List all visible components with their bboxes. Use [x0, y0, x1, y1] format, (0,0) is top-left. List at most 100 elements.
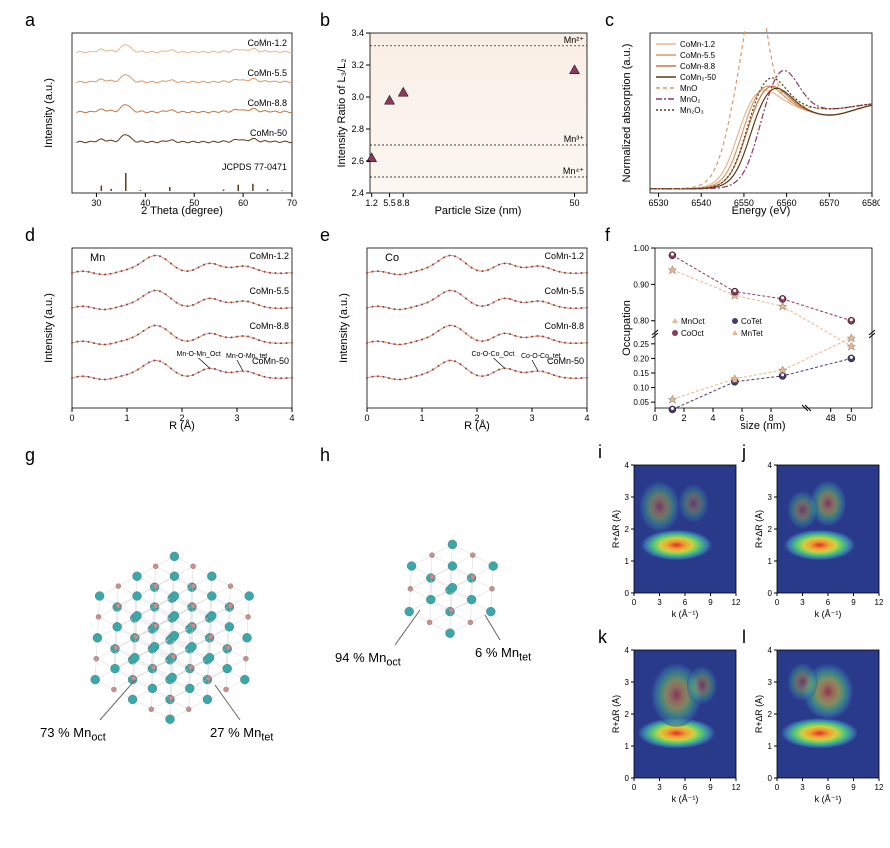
f-xlabel: size (nm) — [740, 420, 785, 432]
svg-text:0: 0 — [775, 598, 780, 607]
svg-text:3: 3 — [625, 493, 630, 502]
svg-text:9: 9 — [851, 598, 856, 607]
svg-text:0.25: 0.25 — [633, 340, 649, 349]
svg-text:1.2: 1.2 — [365, 198, 378, 208]
panel-b: Mn²⁺Mn³⁺Mn⁴⁺ 1.25.58.850 2.42.62.83.03.2… — [335, 28, 595, 218]
b-xlabel: Particle Size (nm) — [435, 205, 522, 217]
svg-text:2.6: 2.6 — [351, 156, 364, 166]
svg-text:Co-O-Co_Oct: Co-O-Co_Oct — [472, 351, 515, 358]
svg-text:6: 6 — [683, 783, 688, 792]
label-a: a — [25, 10, 35, 31]
svg-text:Co-O-Co_tet: Co-O-Co_tet — [521, 353, 561, 360]
panel-a: CoMn-1.2CoMn-5.5CoMn-8.8CoMn-50 JCPDS 77… — [40, 28, 300, 218]
svg-text:4: 4 — [768, 462, 773, 470]
svg-text:1: 1 — [419, 413, 424, 423]
panel-k: 03691201234k (Å⁻¹)R+∆R (Å) — [612, 647, 742, 807]
svg-text:R+∆R (Å): R+∆R (Å) — [755, 695, 764, 733]
svg-text:12: 12 — [732, 783, 741, 792]
svg-text:3: 3 — [529, 413, 534, 423]
svg-text:CoMn-8.8: CoMn-8.8 — [544, 321, 584, 331]
svg-text:0: 0 — [632, 598, 637, 607]
svg-text:8.8: 8.8 — [397, 198, 410, 208]
e-xlabel: R (Å) — [464, 419, 490, 432]
svg-text:6530: 6530 — [649, 198, 669, 208]
svg-text:CoTet: CoTet — [741, 317, 763, 326]
svg-text:MnTet: MnTet — [741, 329, 764, 338]
svg-text:1: 1 — [768, 742, 773, 751]
panel-c: CoMn-1.2CoMn-5.5CoMn-8.8CoMn₂-50MnOMnO₂M… — [620, 28, 880, 218]
svg-text:Mn-O-Mn_tet: Mn-O-Mn_tet — [226, 353, 267, 360]
svg-text:4: 4 — [625, 647, 630, 655]
svg-text:JCPDS 77-0471: JCPDS 77-0471 — [222, 162, 287, 172]
c-xlabel: Energy (eV) — [732, 205, 791, 217]
svg-text:k (Å⁻¹): k (Å⁻¹) — [815, 794, 842, 804]
svg-text:CoMn-1.2: CoMn-1.2 — [247, 38, 287, 48]
svg-text:0.10: 0.10 — [633, 384, 649, 393]
svg-text:6580: 6580 — [862, 198, 880, 208]
d-xlabel: R (Å) — [169, 419, 195, 432]
svg-text:0.15: 0.15 — [633, 369, 649, 378]
xanes-chart: CoMn-1.2CoMn-5.5CoMn-8.8CoMn₂-50MnOMnO₂M… — [620, 28, 880, 218]
svg-text:0: 0 — [652, 413, 657, 423]
svg-text:5.5: 5.5 — [383, 198, 396, 208]
svg-text:1: 1 — [625, 557, 630, 566]
svg-text:CoOct: CoOct — [681, 329, 704, 338]
f-ylabel: Occupation — [621, 300, 633, 356]
svg-text:1.00: 1.00 — [633, 244, 649, 253]
label-c: c — [605, 10, 614, 31]
svg-text:0: 0 — [768, 774, 773, 783]
h-ann1: 94 % Mnoct — [335, 650, 401, 669]
label-i: i — [598, 442, 602, 463]
svg-text:CoMn-8.8: CoMn-8.8 — [247, 98, 287, 108]
svg-text:0.90: 0.90 — [633, 280, 649, 289]
svg-text:0.20: 0.20 — [633, 354, 649, 363]
svg-text:3: 3 — [657, 783, 662, 792]
xrd-chart: CoMn-1.2CoMn-5.5CoMn-8.8CoMn-50 JCPDS 77… — [40, 28, 300, 218]
svg-text:3: 3 — [657, 598, 662, 607]
svg-text:6: 6 — [683, 598, 688, 607]
d-ylabel: Intensity (a.u.) — [43, 293, 55, 363]
panel-d: Mn CoMn-1.2CoMn-5.5CoMn-8.8CoMn-50Mn-O-M… — [40, 243, 300, 433]
ratio-chart: Mn²⁺Mn³⁺Mn⁴⁺ 1.25.58.850 2.42.62.83.03.2… — [335, 28, 595, 218]
label-h: h — [320, 445, 330, 466]
panel-i: 03691201234k (Å⁻¹)R+∆R (Å) — [612, 462, 742, 622]
svg-text:60: 60 — [238, 198, 248, 208]
svg-text:k (Å⁻¹): k (Å⁻¹) — [815, 609, 842, 619]
svg-text:50: 50 — [846, 413, 856, 423]
svg-text:3.0: 3.0 — [351, 92, 364, 102]
panel-f: MnOctCoTetCoOctMnTet 024684850 0.050.100… — [620, 243, 880, 433]
label-e: e — [320, 225, 330, 246]
svg-text:50: 50 — [570, 198, 580, 208]
svg-text:k (Å⁻¹): k (Å⁻¹) — [672, 609, 699, 619]
exafs-mn: Mn CoMn-1.2CoMn-5.5CoMn-8.8CoMn-50Mn-O-M… — [40, 243, 300, 433]
svg-text:6540: 6540 — [691, 198, 711, 208]
h-ann2: 6 % Mntet — [475, 645, 531, 664]
panel-l: 03691201234k (Å⁻¹)R+∆R (Å) — [755, 647, 885, 807]
svg-text:0: 0 — [625, 589, 630, 598]
svg-text:3: 3 — [234, 413, 239, 423]
svg-text:2: 2 — [768, 525, 773, 534]
svg-text:2: 2 — [768, 710, 773, 719]
svg-text:6: 6 — [826, 783, 831, 792]
svg-text:CoMn₂-50: CoMn₂-50 — [680, 73, 717, 82]
label-j: j — [742, 442, 746, 463]
label-b: b — [320, 10, 330, 31]
svg-text:CoMn-5.5: CoMn-5.5 — [247, 68, 287, 78]
svg-text:3: 3 — [768, 678, 773, 687]
svg-text:70: 70 — [287, 198, 297, 208]
svg-text:CoMn-5.5: CoMn-5.5 — [544, 286, 584, 296]
svg-text:9: 9 — [851, 783, 856, 792]
svg-text:CoMn-8.8: CoMn-8.8 — [249, 321, 289, 331]
label-g: g — [25, 445, 35, 466]
g-ann2: 27 % Mntet — [210, 725, 273, 744]
svg-text:k (Å⁻¹): k (Å⁻¹) — [672, 794, 699, 804]
svg-text:3: 3 — [768, 493, 773, 502]
svg-text:1: 1 — [768, 557, 773, 566]
panel-g: 73 % Mnoct 27 % Mntet — [40, 470, 300, 770]
svg-text:R+∆R (Å): R+∆R (Å) — [612, 510, 621, 548]
svg-text:4: 4 — [584, 413, 589, 423]
svg-text:0: 0 — [768, 589, 773, 598]
svg-text:MnO: MnO — [680, 84, 697, 93]
panel-h: 94 % Mnoct 6 % Mntet — [335, 470, 585, 770]
svg-text:R+∆R (Å): R+∆R (Å) — [612, 695, 621, 733]
